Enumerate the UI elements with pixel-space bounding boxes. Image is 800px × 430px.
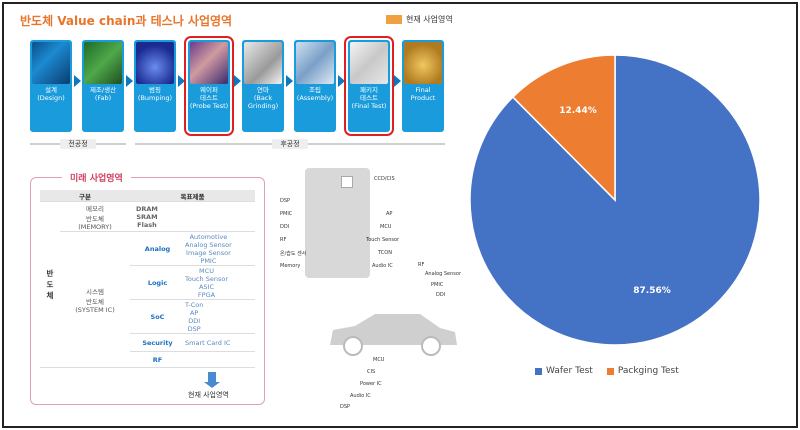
row-products: Automotive Analog Sensor Image Sensor PM…: [185, 232, 255, 266]
semiconductor-side-label: 반 도 체: [40, 202, 60, 368]
car-label: DSP: [340, 404, 351, 410]
pin-label-left: DDI: [280, 224, 290, 230]
pin-label-right: TCON: [378, 250, 392, 256]
step-probe-test: 웨이퍼 테스트 (Probe Test): [184, 36, 234, 136]
memory-products: DRAM SRAM Flash: [130, 202, 255, 232]
legend-item-wafer: Wafer Test: [535, 366, 593, 376]
pie-data-label-0: 87.56%: [633, 286, 671, 296]
pie-chart-area: 87.56% 12.44%: [465, 50, 765, 354]
step-label: 패키지 테스트 (Final Test): [351, 86, 387, 110]
step-final-product: Final Product: [402, 40, 444, 132]
step-label: 제조/생산 (Fab): [89, 86, 117, 102]
legend-current-label: 현재 사업영역: [406, 15, 453, 24]
future-business-title: 미래 사업영역: [62, 171, 131, 184]
car-label: Analog Sensor: [425, 271, 462, 277]
row-name: RF: [130, 352, 185, 368]
legend-swatch-orange: [386, 15, 402, 24]
car-label: MCU: [373, 357, 385, 363]
system-ic-label: 시스템 반도체 (SYSTEM IC): [60, 232, 130, 368]
phase-front: 전공정: [30, 138, 126, 150]
pie-data-label-1: 12.44%: [559, 106, 597, 116]
step-label: 연마 (Back Grinding): [247, 86, 279, 110]
legend-swatch-wafer: [535, 367, 542, 375]
phase-back: 후공정: [135, 138, 445, 150]
legend-label-wafer: Wafer Test: [546, 366, 593, 376]
row-products: MCU Touch Sensor ASIC FPGA: [185, 266, 255, 300]
camera-icon: [341, 176, 353, 188]
pin-label-ccd: CCD/CIS: [374, 176, 395, 182]
car-label: RF: [418, 262, 425, 268]
row-name: SoC: [130, 300, 185, 334]
step-final-test: 패키지 테스트 (Final Test): [344, 36, 394, 136]
chip-diagram: [305, 168, 370, 278]
step-fab: 제조/생산 (Fab): [82, 40, 124, 132]
bumping-image: [136, 42, 174, 84]
car-label: Audio IC: [350, 393, 371, 399]
step-label: Final Product: [410, 86, 436, 102]
step-label: 웨이퍼 테스트 (Probe Test): [189, 86, 229, 110]
value-chain-title: 반도체 Value chain과 테스나 사업영역: [20, 14, 233, 28]
row-products: [185, 352, 255, 368]
pie-chart: 87.56% 12.44%: [469, 54, 761, 346]
down-arrowhead-icon: [204, 382, 220, 388]
phase-back-label: 후공정: [272, 139, 308, 149]
memory-label: 메모리 반도체 (MEMORY): [60, 202, 130, 232]
pin-label-left: Memory: [280, 263, 301, 269]
legend-item-packaging: Packging Test: [606, 366, 679, 376]
car-label: Power IC: [360, 381, 382, 387]
value-chain-steps: 설계 (Design) 제조/생산 (Fab) 범핑 (Bumping) 웨이퍼…: [30, 36, 450, 136]
pin-label-right: MCU: [380, 224, 392, 230]
legend-swatch-packaging: [606, 367, 614, 375]
row-name: Analog: [130, 232, 185, 266]
future-business-table: 구분 목표제품 반 도 체 메모리 반도체 (MEMORY) DRAM SRAM…: [40, 190, 255, 368]
pin-label-right: Audio IC: [372, 263, 393, 269]
pin-label-left: 온/습도 센서: [280, 251, 307, 257]
pin-label-left: PMIC: [280, 211, 293, 217]
pie-legend: Wafer Test Packging Test: [535, 366, 679, 376]
row-name: Security: [130, 334, 185, 352]
package-image: [350, 42, 388, 84]
car-label: CIS: [367, 369, 376, 375]
down-arrow-icon: [208, 372, 216, 382]
step-bumping: 범핑 (Bumping): [134, 40, 176, 132]
grinding-image: [244, 42, 282, 84]
pin-label-left: DSP: [280, 198, 291, 204]
car-label: DDI: [436, 292, 446, 298]
step-assembly: 조립 (Assembly): [294, 40, 336, 132]
car-label: PMIC: [431, 282, 444, 288]
fab-image: [84, 42, 122, 84]
step-back-grinding: 연마 (Back Grinding): [242, 40, 284, 132]
step-label: 조립 (Assembly): [296, 86, 334, 102]
future-business-box: [30, 177, 265, 405]
legend-label-packaging: Packging Test: [617, 366, 679, 376]
step-design: 설계 (Design): [30, 40, 72, 132]
step-label: 범핑 (Bumping): [137, 86, 173, 102]
table-header: 구분 목표제품: [40, 190, 255, 202]
phase-front-label: 전공정: [60, 139, 96, 149]
header-category: 구분: [40, 190, 130, 202]
assembly-image: [296, 42, 334, 84]
current-business-legend: 현재 사업영역: [386, 14, 453, 25]
step-label: 설계 (Design): [37, 86, 65, 102]
final-product-image: [404, 42, 442, 84]
pie-slice-1: [511, 54, 616, 202]
current-note: 현재 사업영역: [188, 391, 229, 399]
row-products: Smart Card IC: [185, 334, 255, 352]
design-image: [32, 42, 70, 84]
row-name: Logic: [130, 266, 185, 300]
row-products: T-Con AP DDI DSP: [185, 300, 255, 334]
car-silhouette: [330, 314, 457, 356]
pin-label-right: AP: [386, 211, 393, 217]
wafer-image: [190, 42, 228, 84]
pin-label-left: RF: [280, 237, 287, 243]
header-product: 목표제품: [130, 190, 255, 202]
pin-label-right: Touch Sensor: [366, 237, 400, 243]
